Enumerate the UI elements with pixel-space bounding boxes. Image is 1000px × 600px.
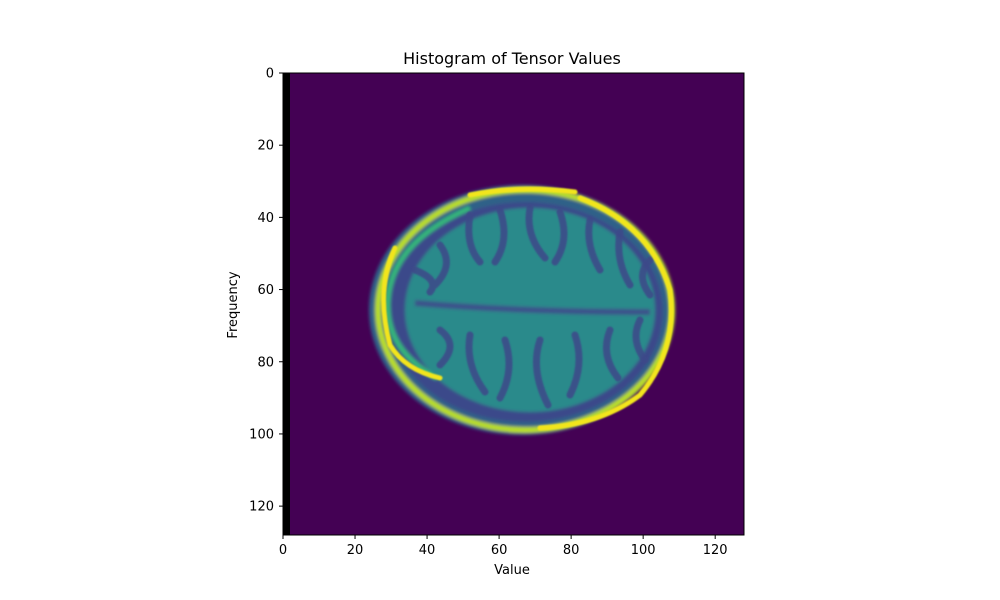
brain-slice xyxy=(369,185,675,435)
x-axis-ticks: 0 20 40 60 80 100 120 xyxy=(279,535,728,558)
x-tick-label: 60 xyxy=(491,543,508,558)
y-axis-label: Frequency xyxy=(226,271,241,338)
x-tick-label: 100 xyxy=(631,543,656,558)
sulci-pattern xyxy=(411,204,654,409)
y-tick-label: 0 xyxy=(266,67,274,82)
central-fissure xyxy=(414,300,651,315)
x-tick-label: 120 xyxy=(703,543,728,558)
inner-ring xyxy=(385,205,471,381)
y-tick-label: 100 xyxy=(249,427,274,442)
y-tick-label: 80 xyxy=(257,355,274,370)
x-tick-label: 0 xyxy=(279,543,287,558)
x-tick-label: 40 xyxy=(419,543,436,558)
bright-skull-segments xyxy=(381,186,674,431)
x-tick-label: 80 xyxy=(563,543,580,558)
y-tick-label: 40 xyxy=(257,211,274,226)
y-tick-label: 60 xyxy=(257,283,274,298)
y-tick-label: 20 xyxy=(257,139,274,154)
y-axis-ticks: 0 20 40 60 80 100 120 xyxy=(249,67,283,515)
heatmap-image xyxy=(283,73,744,535)
plot-frame xyxy=(282,72,745,536)
y-tick-label: 120 xyxy=(249,500,274,515)
x-tick-label: 20 xyxy=(347,543,364,558)
left-dark-strip xyxy=(283,73,290,535)
x-axis-label: Value xyxy=(494,563,530,578)
chart-title: Histogram of Tensor Values xyxy=(403,49,621,68)
